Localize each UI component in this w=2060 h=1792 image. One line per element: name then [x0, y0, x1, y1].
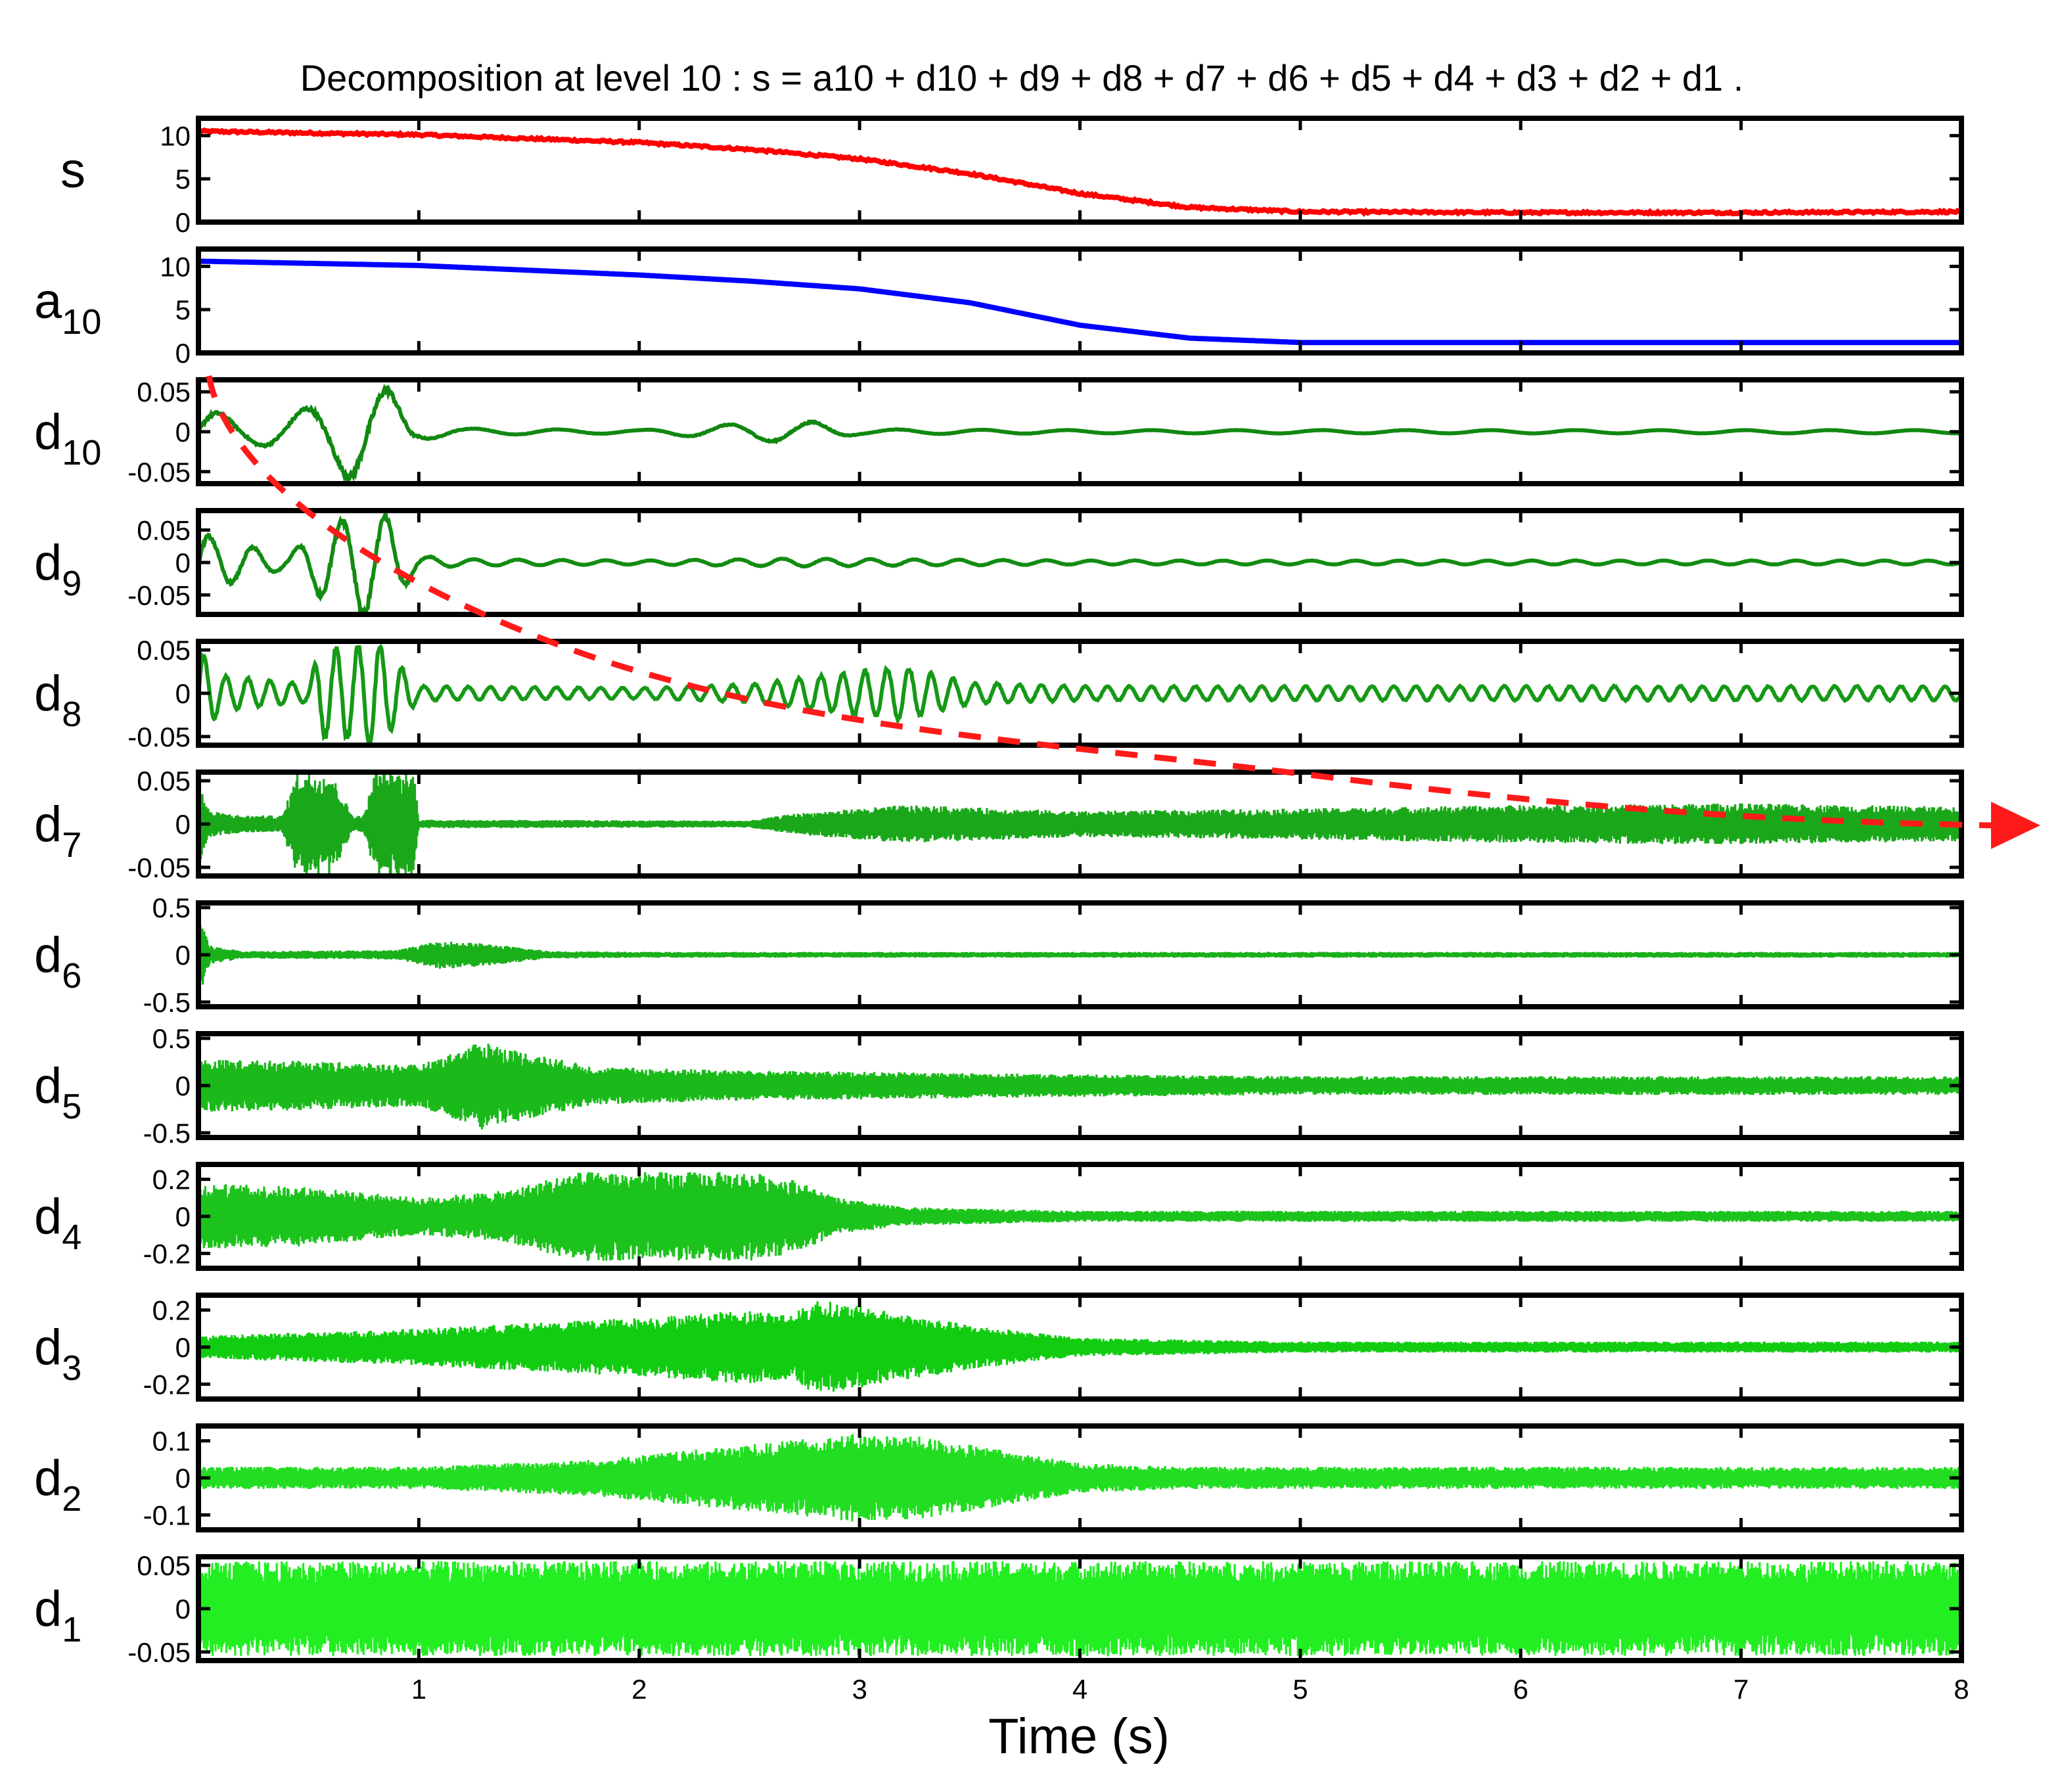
xtick-label: 6 — [1513, 1674, 1528, 1705]
ytick-label: 0 — [175, 547, 191, 578]
ytick-label: 0 — [175, 207, 191, 238]
series-d9 — [201, 513, 1959, 612]
row-label-d8: d8 — [34, 666, 81, 734]
ytick-label: -0.2 — [143, 1369, 191, 1400]
panel-a10: 0 5 10 a10 — [34, 246, 1964, 369]
xtick-label: 7 — [1733, 1674, 1749, 1705]
ytick-label: -0.2 — [143, 1238, 191, 1269]
panel-d6: -0.5 0 0.5 d6 — [34, 892, 1964, 1018]
ytick-label: -0.05 — [127, 457, 191, 488]
ytick-label: 0.2 — [152, 1164, 191, 1195]
row-label-d2: d2 — [34, 1450, 81, 1519]
xtick-label: 4 — [1072, 1674, 1087, 1705]
ytick-label: 0.1 — [152, 1426, 191, 1457]
ytick-label: 0 — [175, 417, 191, 448]
ytick-label: 5 — [175, 294, 191, 325]
ytick-label: 0 — [175, 1070, 191, 1101]
row-label-d7: d7 — [34, 796, 81, 865]
row-label-d1: d1 — [34, 1581, 81, 1649]
xtick-label: 3 — [852, 1674, 867, 1705]
series-d1 — [201, 1561, 1959, 1657]
ytick-label: 5 — [175, 164, 191, 195]
ytick-label: 10 — [160, 251, 191, 282]
ytick-label: 0.05 — [137, 377, 191, 407]
ytick-label: 0 — [175, 1463, 191, 1494]
ytick-label: 0.05 — [137, 766, 191, 796]
panel-d8: -0.05 0 0.05 d8 — [34, 635, 1964, 752]
panel-s: 0 5 10 s — [60, 116, 1964, 238]
row-label-d4: d4 — [34, 1189, 81, 1257]
ytick-label: -0.05 — [127, 852, 191, 883]
ytick-label: 0 — [175, 1201, 191, 1232]
ytick-label: 0 — [175, 1594, 191, 1624]
series-d3 — [201, 1301, 1959, 1392]
ytick-label: 0 — [175, 338, 191, 369]
xtick-label: 1 — [411, 1674, 426, 1705]
series-d7 — [201, 775, 1959, 873]
trend-arrowhead — [1991, 802, 2040, 849]
ytick-label: -0.5 — [143, 987, 191, 1018]
row-label-s: s — [60, 143, 85, 198]
x-axis-label: Time (s) — [988, 1709, 1170, 1764]
panel-d2: -0.1 0 0.1 d2 — [34, 1423, 1964, 1532]
panel-d10: -0.05 0 0.05 d10 — [34, 377, 1964, 488]
panel-d1: -0.05 0 0.05 d1 — [34, 1550, 1964, 1668]
xtick-label: 8 — [1954, 1674, 1969, 1705]
ytick-label: 0 — [175, 940, 191, 971]
series-d10 — [201, 383, 1959, 481]
series-d8 — [201, 644, 1959, 743]
series-d4 — [201, 1172, 1959, 1261]
panel-d3: -0.2 0 0.2 d3 — [34, 1293, 1964, 1402]
series-d6 — [201, 925, 1959, 985]
panel-d4: -0.2 0 0.2 d4 — [34, 1162, 1964, 1271]
row-label-d10: d10 — [34, 404, 101, 472]
ytick-label: -0.1 — [143, 1500, 191, 1530]
ytick-label: -0.05 — [127, 722, 191, 752]
ytick-label: -0.05 — [127, 580, 191, 610]
trend-dashed-line — [206, 375, 1992, 829]
xtick-label: 5 — [1293, 1674, 1308, 1705]
ytick-label: 0.2 — [152, 1295, 191, 1326]
panel-d7: -0.05 0 0.05 d7 — [34, 766, 1964, 883]
row-label-d9: d9 — [34, 535, 81, 603]
ytick-label: 0.05 — [137, 515, 191, 546]
ytick-label: 0 — [175, 678, 191, 709]
trend-annotation — [206, 375, 2040, 849]
x-axis: 1 2 3 4 5 6 7 8 — [411, 1674, 1969, 1705]
panel-d5: -0.5 0 0.5 d5 — [34, 1023, 1964, 1149]
ytick-label: 0.5 — [152, 1023, 191, 1054]
row-label-d5: d5 — [34, 1058, 81, 1126]
series-d5 — [201, 1044, 1959, 1130]
ytick-label: 0.5 — [152, 892, 191, 923]
series-a10 — [201, 258, 1959, 346]
series-d2 — [201, 1434, 1959, 1522]
panels-group: 0510s0510a10-0.0500.05d10-0.0500.05d9-0.… — [34, 116, 1964, 1668]
ytick-label: 0.05 — [137, 1550, 191, 1581]
ytick-label: 0 — [175, 1332, 191, 1363]
series-s — [201, 127, 1959, 217]
ytick-label: 10 — [160, 120, 191, 151]
xtick-label: 2 — [631, 1674, 647, 1705]
panel-frame-a10 — [196, 246, 1964, 356]
row-label-d6: d6 — [34, 927, 81, 996]
row-label-a10: a10 — [34, 273, 101, 342]
row-label-d3: d3 — [34, 1320, 81, 1388]
ytick-label: 0 — [175, 809, 191, 840]
panel-frame-s — [196, 116, 1964, 225]
ytick-label: 0.05 — [137, 635, 191, 666]
ytick-label: -0.5 — [143, 1118, 191, 1149]
ytick-label: -0.05 — [127, 1637, 191, 1668]
chart-title: Decomposition at level 10 : s = a10 + d1… — [300, 57, 1744, 99]
